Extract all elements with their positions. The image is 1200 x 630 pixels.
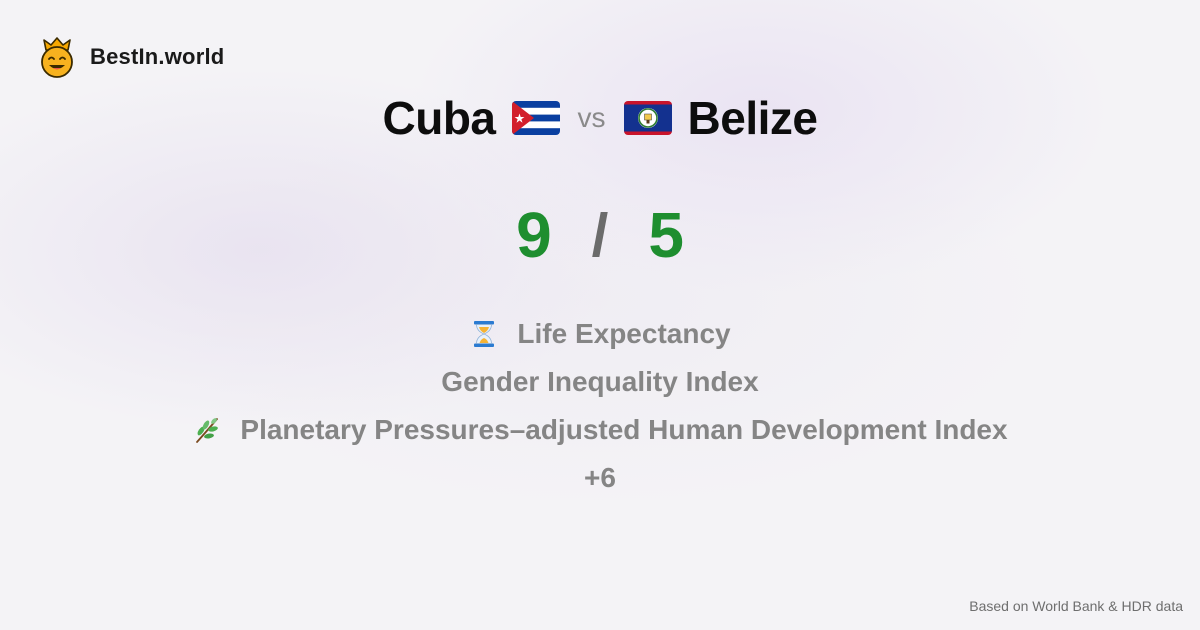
- more-criteria-count: +6: [584, 462, 616, 493]
- data-source-note: Based on World Bank & HDR data: [969, 598, 1183, 614]
- criterion-life-expectancy: Life Expectancy: [0, 310, 1200, 358]
- brand[interactable]: BestIn.world: [38, 36, 224, 78]
- smiling-crown-face-icon: [41, 37, 73, 78]
- score: 9 / 5: [0, 195, 1200, 275]
- criterion-label: Gender Inequality Index: [441, 366, 759, 397]
- left-country-name: Cuba: [382, 92, 497, 144]
- herb-icon: [196, 418, 219, 443]
- criterion-label: Life Expectancy: [517, 318, 731, 349]
- comparison-title: Cuba vs Belize: [0, 88, 1200, 148]
- criterion-label: Planetary Pressures–adjusted Human Devel…: [240, 414, 1008, 445]
- left-score: 9: [516, 199, 552, 271]
- right-country-name: Belize: [687, 92, 818, 144]
- brand-name: BestIn.world: [90, 44, 225, 69]
- right-score: 5: [648, 199, 684, 271]
- belize-flag-icon: [623, 101, 672, 135]
- hourglass-icon: [474, 321, 495, 347]
- vs-label: vs: [577, 102, 606, 133]
- cuba-flag-icon: [511, 101, 560, 135]
- criterion-gender-inequality: Gender Inequality Index: [0, 358, 1200, 406]
- criterion-planetary-hdi: Planetary Pressures–adjusted Human Devel…: [0, 406, 1200, 454]
- criteria-list: Life Expectancy Gender Inequality Index …: [0, 310, 1200, 502]
- score-separator: /: [591, 201, 609, 269]
